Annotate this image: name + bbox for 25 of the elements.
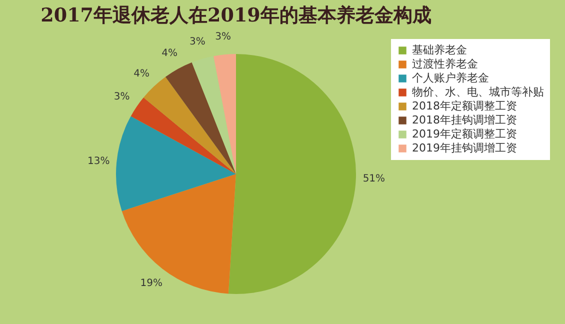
legend-label: 个人账户养老金 [412,72,489,84]
data-label: 13% [87,156,110,168]
pie-slice [144,76,236,174]
pie-slice [214,54,236,174]
data-label: 4% [162,48,178,60]
legend-label: 2018年定额调整工资 [412,100,517,112]
pie-slice [228,54,356,294]
data-label: 3% [190,36,206,48]
pie-slice [122,174,236,294]
data-label: 19% [140,278,163,290]
legend-label: 2019年定额调整工资 [412,128,517,140]
data-label: 3% [215,32,231,43]
legend-label: 2019年挂钩调增工资 [412,142,517,154]
legend-label: 基础养老金 [412,44,467,56]
pie-slice [165,62,236,174]
legend-label: 物价、水、电、城市等补贴 [412,86,544,98]
legend-label: 2018年挂钩调增工资 [412,114,517,126]
data-label: 4% [134,68,150,80]
data-label: 3% [114,91,130,102]
data-label: 51% [362,173,386,184]
legend-label: 过渡性养老金 [412,58,478,70]
chart-title: 2017年退休老人在2019年的基本养老金构成 [40,4,432,27]
pie-slice [116,116,236,212]
pie-slice [130,98,236,174]
pie-slice [192,56,236,174]
